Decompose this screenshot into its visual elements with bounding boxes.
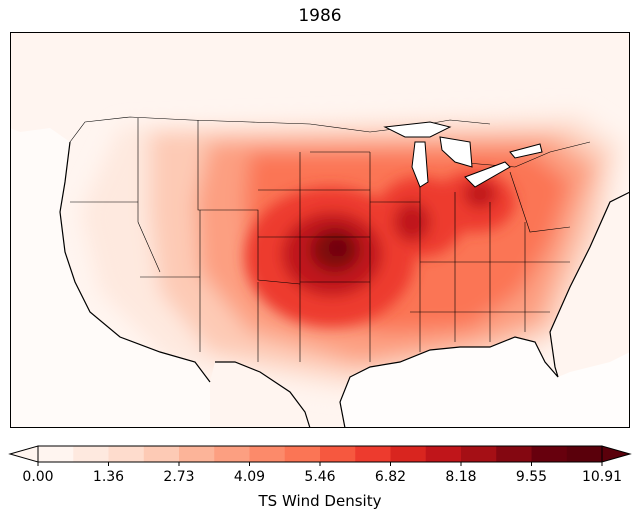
colorbar-tick-label: 0.00 xyxy=(22,469,53,485)
colorbar-segment xyxy=(531,446,568,462)
colorbar-segment xyxy=(320,446,356,462)
great-lakes xyxy=(383,121,543,188)
colorbar-tick-label: 8.18 xyxy=(445,469,476,485)
colorbar-segment xyxy=(249,446,286,462)
colorbar-left-extend-arrow xyxy=(8,445,39,463)
colorbar-segment xyxy=(566,446,603,462)
colorbar: 0.00 1.36 2.73 4.09 5.46 6.82 8.18 9.55 10.91 xyxy=(8,445,632,485)
lake-superior xyxy=(383,121,452,138)
colorbar-segment xyxy=(38,446,74,462)
colorbar-segment xyxy=(73,446,109,462)
colorbar-tick-label: 4.09 xyxy=(234,469,265,485)
density-field xyxy=(80,112,625,392)
pacific-ocean xyxy=(10,128,210,428)
density-max-illinois xyxy=(394,202,430,242)
colorbar-right-extend-arrow xyxy=(601,445,632,463)
colorbar-tick-label: 6.82 xyxy=(375,469,406,485)
lake-ontario xyxy=(509,143,543,159)
colorbar-segment xyxy=(355,446,391,462)
colorbar-tick-label: 1.36 xyxy=(93,469,124,485)
colorbar-segment xyxy=(390,446,427,462)
gulf-of-mexico xyxy=(340,337,630,428)
colorbar-segment xyxy=(496,446,532,462)
colorbar-segment xyxy=(461,446,497,462)
ocean-areas xyxy=(10,128,630,428)
density-peak-center xyxy=(328,239,348,257)
colorbar-ticks: 0.00 1.36 2.73 4.09 5.46 6.82 8.18 9.55 10.91 xyxy=(22,462,622,485)
colorbar-label: TS Wind Density xyxy=(258,492,382,510)
map-frame-border xyxy=(10,32,630,428)
colorbar-tick-label: 9.55 xyxy=(516,469,547,485)
colorbar-tick-label: 10.91 xyxy=(582,469,622,485)
density-map xyxy=(10,32,630,428)
colorbar-tick-label: 5.46 xyxy=(304,469,335,485)
colorbar-segment xyxy=(179,446,215,462)
coastline xyxy=(59,141,630,428)
map-title: 1986 xyxy=(298,6,342,26)
lake-erie xyxy=(464,161,511,188)
lake-michigan xyxy=(411,141,429,188)
colorbar-segments xyxy=(38,446,603,462)
colorbar-tick-label: 2.73 xyxy=(163,469,194,485)
colorbar-segment xyxy=(284,446,321,462)
colorbar-segment xyxy=(108,446,145,462)
colorbar-segment xyxy=(425,446,462,462)
colorbar-segment xyxy=(214,446,250,462)
lake-huron xyxy=(439,136,473,168)
colorbar-segment xyxy=(143,446,180,462)
density-max-ohio xyxy=(464,180,496,208)
